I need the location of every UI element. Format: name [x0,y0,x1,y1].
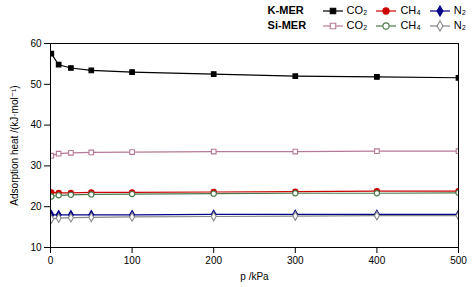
svg-text:200: 200 [205,255,222,266]
svg-text:50: 50 [30,79,42,90]
svg-text:p /kPa: p /kPa [240,271,269,282]
svg-text:300: 300 [287,255,304,266]
html-text:N₂: N₂ [453,4,466,16]
svg-text:10: 10 [30,242,42,253]
html-text:CO₂: CO₂ [346,4,368,16]
html-text:N₂: N₂ [453,19,466,31]
svg-text:40: 40 [30,119,42,130]
html-text:Si-MER: Si-MER [267,19,307,31]
svg-text:60: 60 [30,38,42,49]
html-text:CH₄: CH₄ [400,19,421,31]
svg-text:0: 0 [48,255,54,266]
html-text:CO₂: CO₂ [346,19,368,31]
svg-text:Adsorption heat /(kJ·mol⁻¹): Adsorption heat /(kJ·mol⁻¹) [9,85,20,205]
svg-text:30: 30 [30,160,42,171]
svg-text:100: 100 [124,255,141,266]
svg-text:20: 20 [30,201,42,212]
svg-text:400: 400 [369,255,386,266]
html-text:K-MER: K-MER [267,4,304,16]
svg-text:500: 500 [450,255,467,266]
html-text:CH₄: CH₄ [400,4,421,16]
